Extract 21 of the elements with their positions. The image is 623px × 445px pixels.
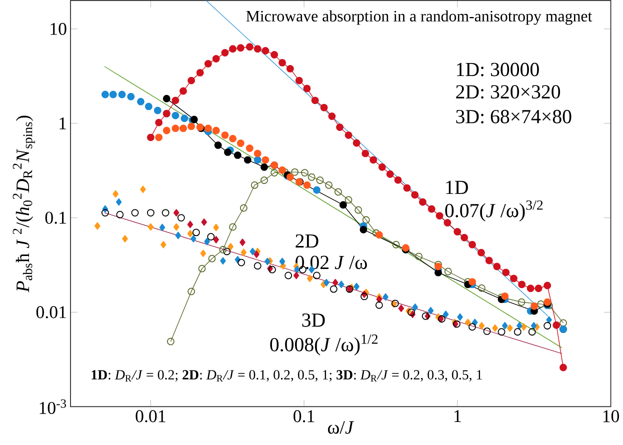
annotation: 2D [296,234,318,248]
annotation: 3D [302,313,325,327]
text: P$_{abs}$ħ J $^{2}$/(h$_{0}$$^{2}$D$_{R}$$^{2}$N$_{spins}$) [12,116,35,292]
y-tick-label: 1 [60,117,66,130]
annotation: 1D [446,180,468,194]
y-tick-label: 0.01 [36,306,66,318]
annotation: 0.07(J /ω)$^{3/2}$ [445,200,543,222]
text: 1D: D$_{R}$/J = 0.2; 2D: D$_{R}$/J = 0.1, 0.2, 0.5, 1; 3D: D$_{R}$/J = 0.2, 0.3, 0.5, 1 [92,370,482,382]
x-tick-label: 10 [603,410,620,422]
x-tick-label: 0.01 [136,410,166,422]
y-tick-label: 10$^{-3}$ [40,399,66,414]
y-tick-label: 10 [50,22,66,35]
x-axis-title: ω/J [328,420,354,434]
text: Microwave absorption in a random-anisotropy magnet [246,10,592,25]
x-tick-label: 1 [454,410,461,422]
annotation: 3D: 68×74×80 [456,110,572,124]
x-tick-label: 0.1 [294,410,314,422]
y-tick-label: 0.1 [45,212,66,224]
annotation: 2D: 320×320 [456,84,560,98]
annotation: 1D: 30000 [457,62,539,76]
annotation: 0.008(J /ω)$^{1/2}$ [270,334,378,356]
